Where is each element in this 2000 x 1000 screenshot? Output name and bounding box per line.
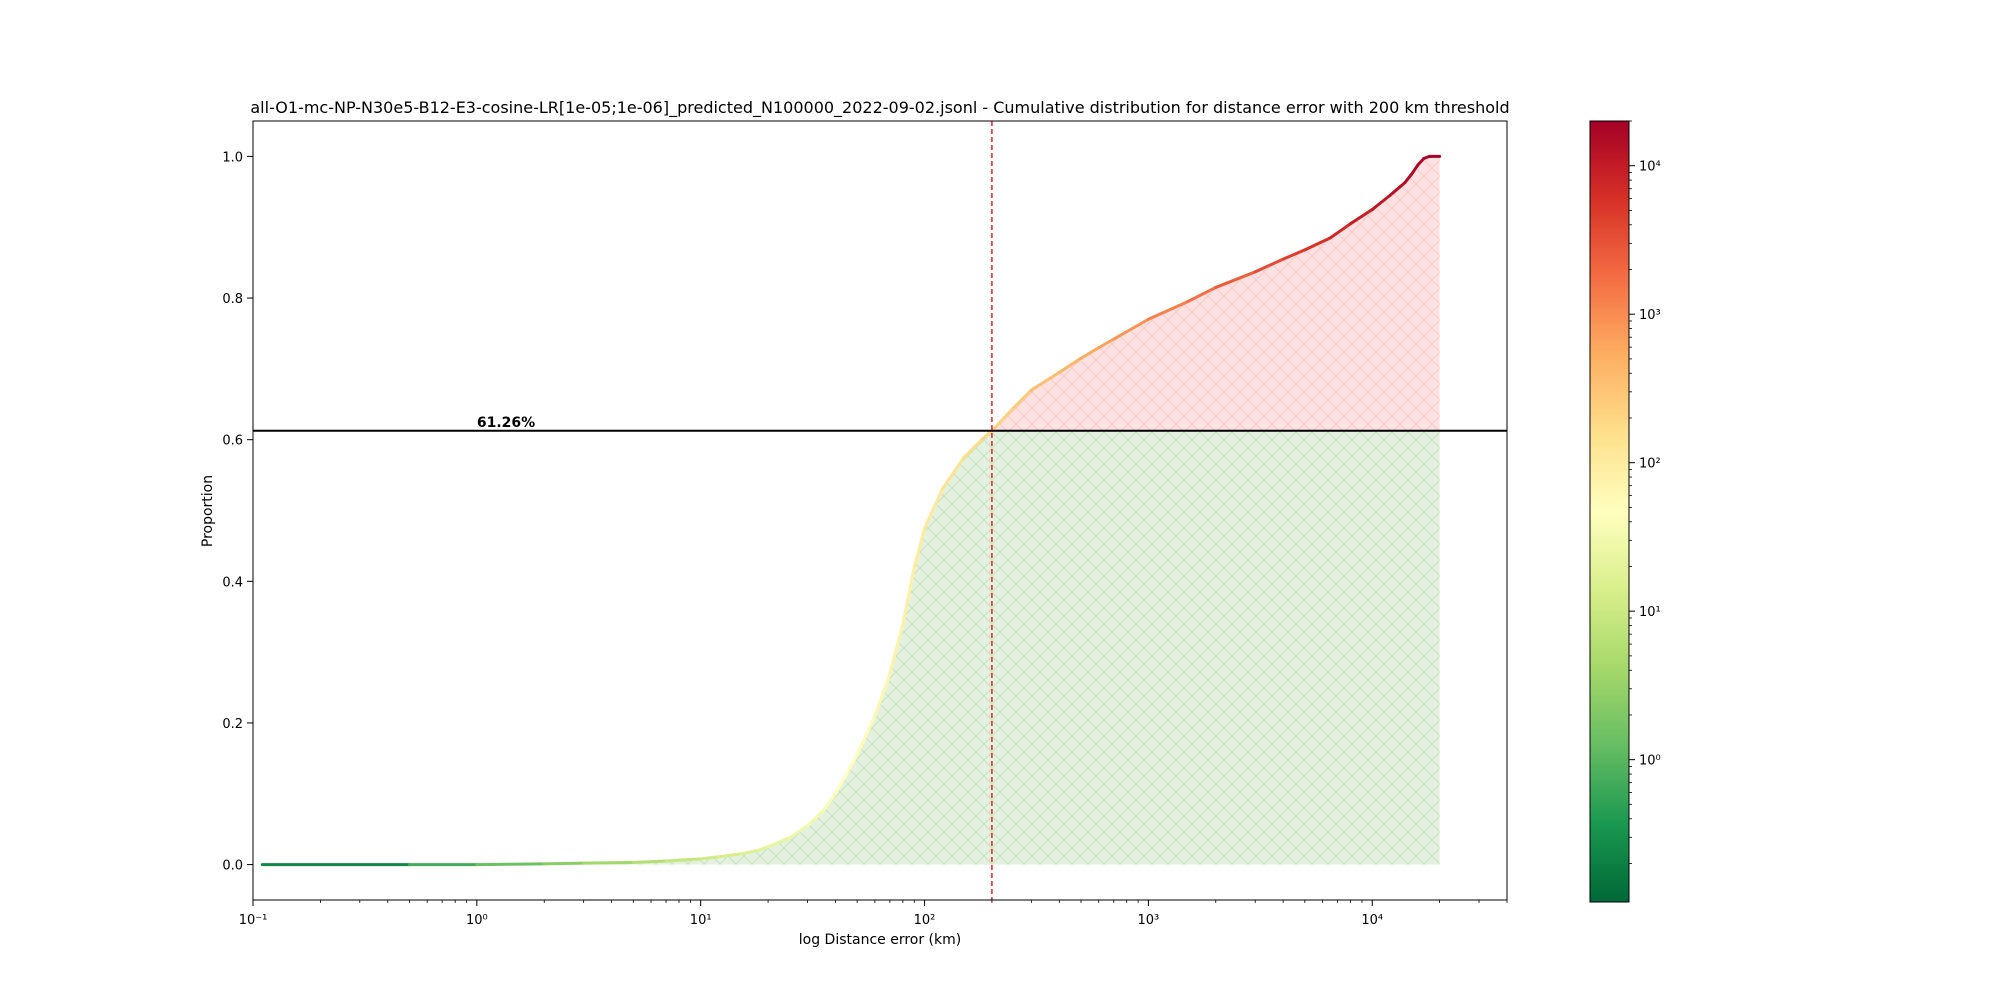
y-axis: 0.0 0.2 0.4 0.6 0.8 1.0: [222, 150, 253, 874]
colorbar-tick-label: 10³: [1639, 308, 1661, 323]
colorbar-tick-label: 10¹: [1639, 605, 1661, 620]
curve-segment: [1079, 346, 1101, 360]
curve-segment: [631, 859, 668, 864]
plot-frame: [252, 120, 1508, 901]
curve-segment: [766, 836, 792, 849]
curve-segment: [855, 714, 877, 757]
curve-segment: [542, 861, 586, 866]
x-tick-label: 10⁰: [466, 913, 488, 928]
area-below-threshold: [262, 430, 1440, 865]
x-tick-label: 10¹: [690, 913, 712, 928]
curve-segment: [820, 792, 837, 813]
curve-segment: [1029, 370, 1061, 392]
colorbar: 10⁰ 10¹ 10² 10³ 10⁴: [1589, 120, 1661, 903]
threshold-percent-label: 61.26%: [477, 415, 535, 431]
curve-segment: [788, 824, 809, 840]
curve-segment: [923, 487, 944, 530]
curve-segment: [1097, 337, 1116, 350]
curve-segment: [1112, 317, 1150, 341]
curve-segment: [940, 455, 966, 491]
y-tick-label: 1.0: [222, 150, 243, 165]
y-tick-label: 0.6: [222, 434, 243, 449]
x-axis: 10⁻¹ 10⁰ 10¹ 10² 10³ 10⁴: [239, 900, 1508, 928]
colorbar-tick-label: 10²: [1639, 457, 1661, 472]
curve-segment: [1012, 388, 1033, 410]
curve-segment: [582, 860, 635, 865]
curve-segment: [962, 438, 984, 459]
y-axis-label: Proportion: [200, 475, 216, 547]
y-tick-label: 0.4: [222, 575, 243, 590]
x-tick-label: 10²: [914, 913, 936, 928]
area-above-threshold: [991, 156, 1440, 431]
curve-segment: [833, 753, 859, 796]
curve-segment: [1403, 172, 1414, 185]
curve-segment: [888, 622, 905, 675]
curve-segment: [1388, 181, 1407, 197]
y-tick-label: 0.2: [222, 717, 243, 732]
cdf-curve: [260, 154, 1442, 867]
curve-segment: [912, 526, 927, 569]
curve-segment: [1186, 285, 1218, 304]
curve-segment: [1057, 356, 1083, 374]
plot-area: 61.26%: [253, 121, 1507, 900]
curve-segment: [1146, 300, 1190, 321]
curve-segment: [1328, 222, 1353, 240]
curve-segment: [980, 429, 994, 442]
curve-segment: [990, 406, 1016, 433]
curve-segment: [1370, 193, 1392, 212]
curve-segment: [805, 809, 824, 828]
curve-segment: [1410, 163, 1420, 176]
x-tick-label: 10⁴: [1361, 913, 1383, 928]
curve-segment: [716, 852, 742, 859]
curve-segment: [1303, 236, 1332, 252]
curve-segment: [873, 671, 892, 718]
curve-segment: [1349, 208, 1374, 226]
curve-segment: [664, 857, 703, 863]
colorbar-tick-label: 10⁰: [1639, 754, 1661, 769]
x-tick-label: 10³: [1138, 913, 1160, 928]
curve-segment: [699, 855, 720, 861]
chart-title: all-O1-mc-NP-N30e5-B12-E3-cosine-LR[1e-0…: [250, 98, 1509, 118]
y-tick-label: 0.8: [222, 292, 243, 307]
curve-segment: [1214, 270, 1257, 289]
curve-segment: [475, 862, 546, 867]
curve-segment: [1253, 257, 1285, 274]
y-tick-label: 0.0: [222, 859, 243, 874]
colorbar-gradient: [1589, 120, 1630, 903]
colorbar-tick-label: 10⁴: [1639, 160, 1661, 175]
curve-segment: [756, 845, 770, 852]
curve-segment: [738, 848, 760, 856]
x-tick-label: 10⁻¹: [239, 913, 268, 928]
x-axis-label: log Distance error (km): [799, 932, 961, 948]
curve-segment: [1281, 248, 1307, 261]
curve-segment: [901, 565, 916, 626]
